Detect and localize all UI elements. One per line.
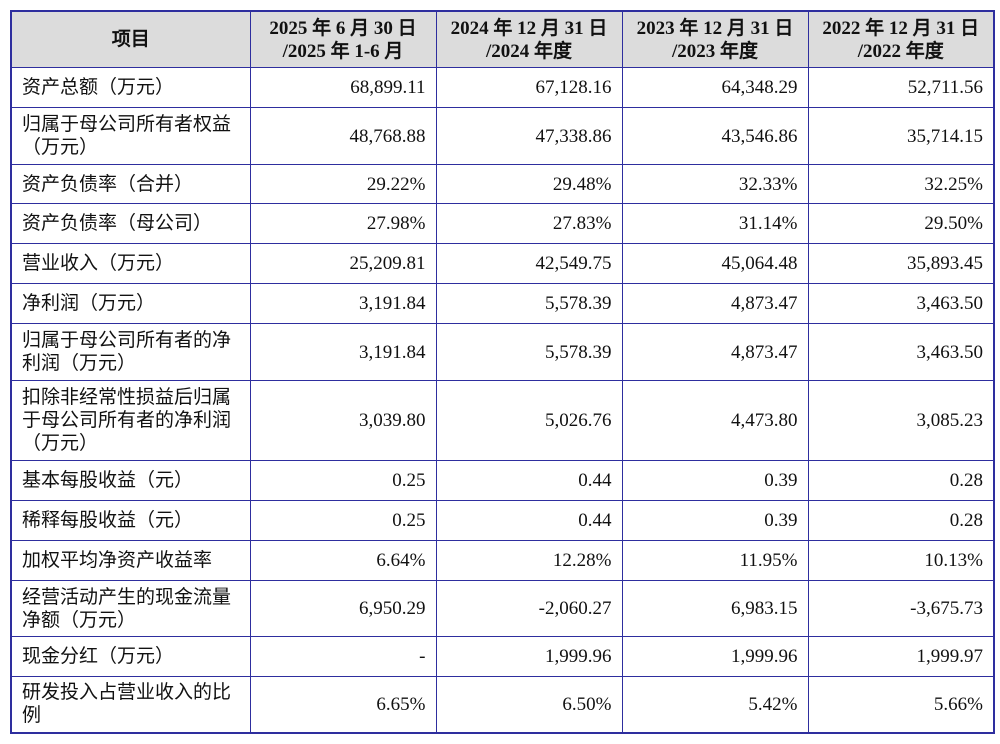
row-value: 29.50% [807, 203, 995, 244]
row-value: 12.28% [435, 540, 623, 581]
header-period-line2: /2022 年度 [857, 40, 944, 62]
financial-data-table: 项目 2025 年 6 月 30 日/2025 年 1-6 月 2024 年 1… [10, 10, 995, 734]
row-label: 净利润（万元） [10, 283, 251, 324]
row-value: 0.44 [435, 460, 623, 501]
row-value: 29.48% [435, 164, 623, 204]
table-row: 资产总额（万元） 68,899.11 67,128.16 64,348.29 52,71… [10, 67, 995, 108]
row-value: 0.25 [249, 460, 437, 501]
row-value: 5,026.76 [435, 380, 623, 461]
row-value: 0.25 [249, 500, 437, 541]
row-value: 5.66% [807, 676, 995, 733]
row-value: 47,338.86 [435, 107, 623, 165]
row-label: 归属于母公司所有者的净利润（万元） [10, 323, 251, 381]
row-value: 32.25% [807, 164, 995, 204]
row-label: 归属于母公司所有者权益（万元） [10, 107, 251, 165]
row-value: 5.42% [621, 676, 809, 733]
row-value: 4,873.47 [621, 283, 809, 324]
row-value: 1,999.96 [621, 636, 809, 677]
row-value: 27.98% [249, 203, 437, 244]
row-value: 5,578.39 [435, 323, 623, 381]
row-value: 3,191.84 [249, 323, 437, 381]
row-label: 研发投入占营业收入的比例 [10, 676, 251, 733]
row-value: -3,675.73 [807, 580, 995, 637]
header-period-line1: 2022 年 12 月 31 日 [822, 17, 980, 39]
row-label: 营业收入（万元） [10, 243, 251, 284]
row-value: 3,039.80 [249, 380, 437, 461]
table-row: 基本每股收益（元） 0.25 0.44 0.39 0.28 [10, 460, 995, 501]
table-row: 归属于母公司所有者权益（万元） 48,768.88 47,338.86 43,546.… [10, 107, 995, 165]
row-value: 52,711.56 [807, 67, 995, 108]
row-value: 43,546.86 [621, 107, 809, 165]
row-value: 27.83% [435, 203, 623, 244]
row-label: 资产总额（万元） [10, 67, 251, 108]
row-value: 10.13% [807, 540, 995, 581]
row-label: 扣除非经常性损益后归属于母公司所有者的净利润（万元） [10, 380, 251, 461]
row-value: 45,064.48 [621, 243, 809, 284]
row-value: 6.50% [435, 676, 623, 733]
row-value: 4,473.80 [621, 380, 809, 461]
table-row: 营业收入（万元） 25,209.81 42,549.75 45,064.48 35,89… [10, 243, 995, 284]
header-period-line1: 2025 年 6 月 30 日 [269, 17, 417, 39]
row-value: 25,209.81 [249, 243, 437, 284]
row-value: 5,578.39 [435, 283, 623, 324]
table-row: 资产负债率（母公司） 27.98% 27.83% 31.14% 29.50% [10, 203, 995, 244]
row-value: - [249, 636, 437, 677]
row-label: 经营活动产生的现金流量净额（万元） [10, 580, 251, 637]
header-period: 2025 年 6 月 30 日/2025 年 1-6 月 [249, 10, 437, 68]
row-value: 32.33% [621, 164, 809, 204]
row-value: 42,549.75 [435, 243, 623, 284]
table-row: 加权平均净资产收益率 6.64% 12.28% 11.95% 10.13% [10, 540, 995, 581]
row-value: 0.44 [435, 500, 623, 541]
row-value: 6.64% [249, 540, 437, 581]
table-row: 研发投入占营业收入的比例 6.65% 6.50% 5.42% 5.66% [10, 676, 995, 733]
header-period: 2022 年 12 月 31 日/2022 年度 [807, 10, 995, 68]
header-row: 项目 2025 年 6 月 30 日/2025 年 1-6 月 2024 年 1… [10, 10, 995, 68]
table-row: 资产负债率（合并） 29.22% 29.48% 32.33% 32.25% [10, 164, 995, 204]
row-value: 1,999.96 [435, 636, 623, 677]
table-row: 稀释每股收益（元） 0.25 0.44 0.39 0.28 [10, 500, 995, 541]
row-value: 4,873.47 [621, 323, 809, 381]
table-row: 净利润（万元） 3,191.84 5,578.39 4,873.47 3,463.50 [10, 283, 995, 324]
table-row: 归属于母公司所有者的净利润（万元） 3,191.84 5,578.39 4,873.4… [10, 323, 995, 381]
row-label: 现金分红（万元） [10, 636, 251, 677]
row-label: 加权平均净资产收益率 [10, 540, 251, 581]
row-value: 6,950.29 [249, 580, 437, 637]
header-period-line2: /2023 年度 [671, 40, 759, 62]
row-value: 0.39 [621, 500, 809, 541]
row-label: 基本每股收益（元） [10, 460, 251, 501]
row-value: 35,714.15 [807, 107, 995, 165]
header-period-line2: /2024 年度 [485, 40, 573, 62]
row-label: 资产负债率（合并） [10, 164, 251, 204]
row-value: 3,463.50 [807, 283, 995, 324]
header-period-line1: 2024 年 12 月 31 日 [450, 17, 608, 39]
header-period-line2: /2025 年 1-6 月 [282, 40, 404, 62]
row-value: 67,128.16 [435, 67, 623, 108]
row-value: 64,348.29 [621, 67, 809, 108]
row-value: 3,463.50 [807, 323, 995, 381]
row-value: 31.14% [621, 203, 809, 244]
table-row: 扣除非经常性损益后归属于母公司所有者的净利润（万元） 3,039.80 5,026.… [10, 380, 995, 461]
header-item: 项目 [10, 10, 251, 68]
header-period-line1: 2023 年 12 月 31 日 [636, 17, 794, 39]
row-value: 6.65% [249, 676, 437, 733]
table-row: 经营活动产生的现金流量净额（万元） 6,950.29 -2,060.27 6,983.… [10, 580, 995, 637]
row-value: 0.28 [807, 500, 995, 541]
row-label: 稀释每股收益（元） [10, 500, 251, 541]
row-value: 3,191.84 [249, 283, 437, 324]
row-value: 35,893.45 [807, 243, 995, 284]
header-period: 2023 年 12 月 31 日/2023 年度 [621, 10, 809, 68]
row-value: 29.22% [249, 164, 437, 204]
header-period: 2024 年 12 月 31 日/2024 年度 [435, 10, 623, 68]
row-value: 6,983.15 [621, 580, 809, 637]
row-value: 68,899.11 [249, 67, 437, 108]
row-label: 资产负债率（母公司） [10, 203, 251, 244]
row-value: 48,768.88 [249, 107, 437, 165]
row-value: 11.95% [621, 540, 809, 581]
row-value: 0.28 [807, 460, 995, 501]
row-value: -2,060.27 [435, 580, 623, 637]
table-row: 现金分红（万元） -1,999.96 1,999.96 1,999.97 [10, 636, 995, 677]
row-value: 3,085.23 [807, 380, 995, 461]
row-value: 1,999.97 [807, 636, 995, 677]
row-value: 0.39 [621, 460, 809, 501]
